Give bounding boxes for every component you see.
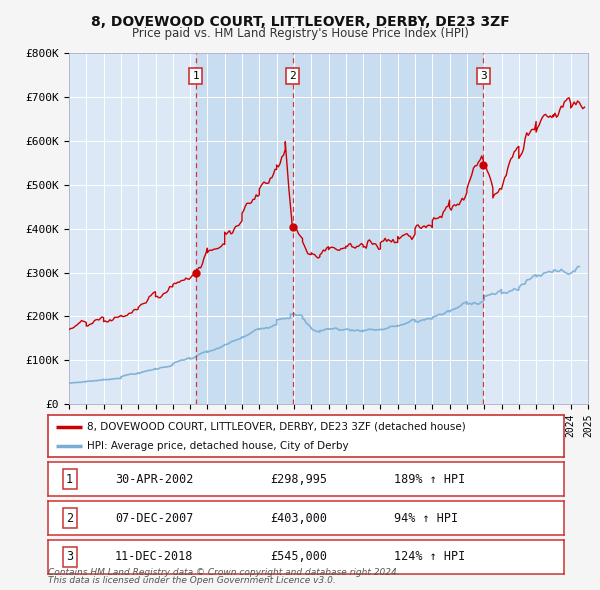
Text: 30-APR-2002: 30-APR-2002 (115, 473, 193, 486)
Bar (293, 53, 484, 404)
Text: 07-DEC-2007: 07-DEC-2007 (115, 512, 193, 525)
Text: 3: 3 (480, 71, 487, 81)
Text: 11-DEC-2018: 11-DEC-2018 (115, 550, 193, 563)
Text: £545,000: £545,000 (270, 550, 327, 563)
Text: 3: 3 (66, 550, 73, 563)
Text: 94% ↑ HPI: 94% ↑ HPI (394, 512, 458, 525)
Text: 2: 2 (66, 512, 73, 525)
Text: 1: 1 (193, 71, 199, 81)
Text: £403,000: £403,000 (270, 512, 327, 525)
Text: Price paid vs. HM Land Registry's House Price Index (HPI): Price paid vs. HM Land Registry's House … (131, 27, 469, 40)
Text: 124% ↑ HPI: 124% ↑ HPI (394, 550, 465, 563)
Text: 2: 2 (289, 71, 296, 81)
Text: £298,995: £298,995 (270, 473, 327, 486)
Text: 8, DOVEWOOD COURT, LITTLEOVER, DERBY, DE23 3ZF (detached house): 8, DOVEWOOD COURT, LITTLEOVER, DERBY, DE… (86, 422, 466, 432)
Text: This data is licensed under the Open Government Licence v3.0.: This data is licensed under the Open Gov… (48, 576, 336, 585)
Text: 1: 1 (66, 473, 73, 486)
Text: 189% ↑ HPI: 189% ↑ HPI (394, 473, 465, 486)
Text: Contains HM Land Registry data © Crown copyright and database right 2024.: Contains HM Land Registry data © Crown c… (48, 568, 400, 577)
Bar (196, 53, 293, 404)
Text: HPI: Average price, detached house, City of Derby: HPI: Average price, detached house, City… (86, 441, 349, 451)
Text: 8, DOVEWOOD COURT, LITTLEOVER, DERBY, DE23 3ZF: 8, DOVEWOOD COURT, LITTLEOVER, DERBY, DE… (91, 15, 509, 30)
